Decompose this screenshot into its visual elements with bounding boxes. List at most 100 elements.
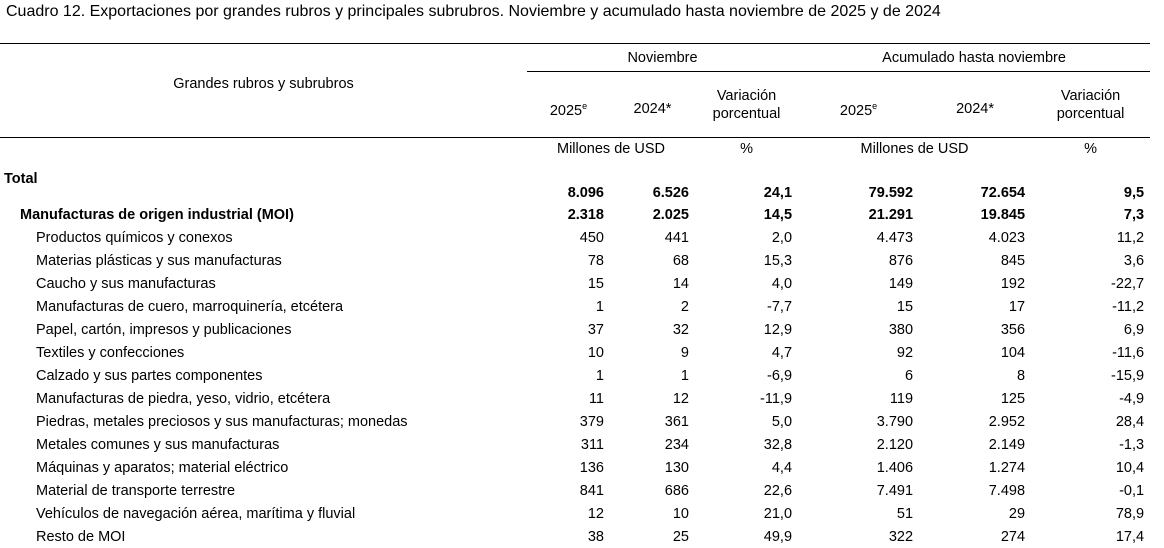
col-2025-cumulative: 2025e [839,101,878,119]
table-cell: 14 [672,275,689,292]
table-cell: 274 [1000,528,1026,545]
table-cell: 78,9 [1115,505,1145,522]
col-variation-cumulative: Variación porcentual [1056,87,1125,122]
unit-pct-november: % [740,141,753,157]
table-cell: 22,6 [763,482,793,499]
table-cell: -7,7 [767,298,793,315]
table-cell: 3.790 [876,413,914,430]
table-cell: 4,7 [771,344,793,361]
table-cell: 234 [664,436,689,453]
table-cell: -15,9 [1111,367,1145,384]
subitem-label: Máquinas y aparatos; material eléctrico [36,459,289,476]
subitem-label: Materias plásticas y sus manufacturas [36,252,282,269]
table-cell: 10,4 [1115,459,1145,476]
table-row: Piedras, metales preciosos y sus manufac… [0,410,1150,433]
subitem-label: Productos químicos y conexos [36,229,233,246]
table-cell: 17 [1008,298,1026,315]
col-variation-november: Variación porcentual [712,87,781,122]
table-cell: 149 [888,275,914,292]
table-cell: 8 [1016,367,1026,384]
table-cell: 1.274 [988,459,1026,476]
table-row: Metales comunes y sus manufacturas 311 234… [0,433,1150,456]
table-row: Máquinas y aparatos; material eléctrico 1… [0,456,1150,479]
subitem-label: Material de transporte terrestre [36,482,236,499]
unit-usd-cumulative: Millones de USD [860,141,969,157]
col-2024-november: 2024* [633,100,672,117]
table-cell: 1 [680,367,689,384]
table-cell: 441 [664,229,689,246]
table-cell: 1 [595,367,604,384]
table-cell: 49,9 [763,528,793,545]
exports-table: Grandes rubros y subrubros Noviembre Acu… [0,43,1151,548]
table-cell: 11 [588,390,604,407]
subitem-label: Papel, cartón, impresos y publicaciones [36,321,292,338]
table-cell: -22,7 [1111,275,1145,292]
col-2024-cumulative: 2024* [956,100,994,117]
table-cell: 15 [896,298,914,315]
moi-value: 7,3 [1123,206,1145,223]
table-cell: 4,4 [771,459,793,476]
col-2025-november: 2025e [549,101,588,119]
subitem-label: Resto de MOI [36,528,126,545]
table-cell: 37 [587,321,604,338]
moi-value: 2.318 [567,206,604,223]
table-cell: 379 [579,413,604,430]
group-header-november: Noviembre [527,43,799,72]
total-row: Total 8.096 6.526 24,1 79.592 72.654 9,5 [0,165,1150,203]
table-cell: 7.498 [988,482,1026,499]
subitem-label: Metales comunes y sus manufacturas [36,436,280,453]
table-row: Manufacturas de piedra, yeso, vidrio, et… [0,387,1150,410]
total-value: 24,1 [763,185,793,201]
total-value: 8.096 [567,185,604,201]
table-cell: 2.149 [988,436,1026,453]
subitem-label: Manufacturas de cuero, marroquinería, et… [36,298,344,315]
moi-value: 14,5 [763,206,793,223]
table-cell: 311 [580,436,604,453]
total-value: 6.526 [652,185,689,201]
table-cell: 51 [896,505,914,522]
table-cell: 28,4 [1115,413,1145,430]
table-cell: 38 [587,528,604,545]
table-cell: 78 [587,252,604,269]
total-value: 79.592 [868,185,914,201]
row-label-header: Grandes rubros y subrubros [0,43,527,138]
moi-value: 19.845 [980,206,1026,223]
moi-row: Manufacturas de origen industrial (MOI) … [0,203,1150,226]
table-row: Material de transporte terrestre 841 686 22… [0,479,1150,502]
unit-usd-november: Millones de USD [557,141,665,157]
moi-value: 2.025 [652,206,689,223]
table-cell: 5,0 [771,413,793,430]
subitem-label: Manufacturas de piedra, yeso, vidrio, et… [36,390,331,407]
table-cell: -11,2 [1112,298,1145,315]
table-cell: -6,9 [767,367,793,384]
table-row: Materias plásticas y sus manufacturas 78 6… [0,249,1150,272]
moi-value: 21.291 [868,206,914,223]
table-row: Calzado y sus partes componentes 1 1 -6,9 6 8… [0,364,1150,387]
table-cell: 25 [672,528,689,545]
table-cell: 6 [904,367,914,384]
table-cell: 2.952 [988,413,1026,430]
subitem-label: Textiles y confecciones [36,344,185,361]
table-cell: 3,6 [1123,252,1145,269]
table-cell: 2.120 [876,436,914,453]
table-cell: 7.491 [876,482,914,499]
table-cell: 15,3 [763,252,793,269]
table-cell: -11,6 [1112,344,1145,361]
table-cell: 125 [1000,390,1026,407]
table-cell: 15 [587,275,604,292]
table-cell: 32,8 [763,436,793,453]
table-cell: 32 [672,321,689,338]
table-cell: 68 [672,252,689,269]
table-cell: 876 [888,252,914,269]
subitem-label: Calzado y sus partes componentes [36,367,263,384]
total-value: 9,5 [1123,185,1145,201]
table-row: Papel, cartón, impresos y publicaciones 3… [0,318,1150,341]
table-cell: 4,0 [771,275,793,292]
table-cell: -11,9 [760,390,793,407]
total-value: 72.654 [980,185,1026,201]
table-cell: 322 [888,528,914,545]
table-cell: 1.406 [876,459,914,476]
table-title: Cuadro 12. Exportaciones por grandes rub… [6,3,941,20]
table-cell: -1,3 [1119,436,1145,453]
table-row: Vehículos de navegación aérea, marítima … [0,502,1150,525]
